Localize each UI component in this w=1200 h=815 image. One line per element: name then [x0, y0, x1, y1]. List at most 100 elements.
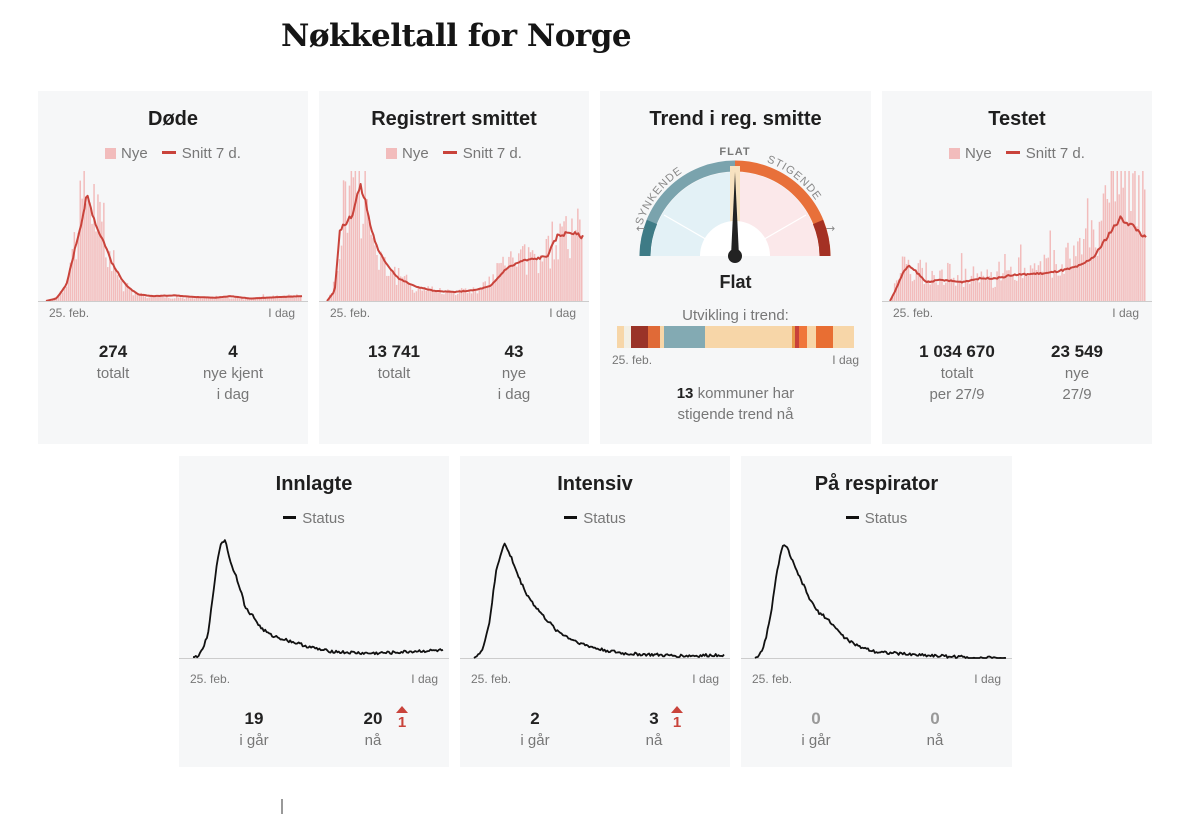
bar: [565, 216, 567, 301]
bar: [474, 289, 477, 301]
bar: [957, 275, 959, 301]
bar: [401, 277, 404, 301]
bar: [390, 268, 392, 301]
bar: [535, 260, 538, 301]
bar: [917, 263, 920, 301]
trend-segment: [806, 326, 817, 348]
bar: [197, 297, 200, 301]
bar: [286, 297, 288, 301]
bar: [516, 266, 518, 301]
bar: [146, 298, 148, 301]
legend-status-label: Status: [302, 510, 345, 527]
bar: [923, 284, 925, 301]
bar: [95, 231, 97, 301]
bar: [282, 296, 284, 301]
avg-line: [326, 183, 584, 302]
bar: [266, 298, 269, 301]
stat-now-value: 20: [363, 709, 383, 728]
bar: [207, 297, 209, 301]
stat-yesterday-value: 2: [530, 709, 540, 728]
stat-total-value: 13 741: [368, 342, 420, 361]
x-axis-end: I dag: [268, 306, 295, 320]
bar: [527, 247, 530, 301]
bar: [1051, 277, 1053, 301]
stat-total: 274 totalt: [58, 342, 168, 383]
stat-total-label-2: per 27/9: [929, 386, 985, 403]
bar: [1067, 242, 1069, 301]
gauge-arc-up-dark: [812, 219, 831, 257]
chart-legend: Nye Snitt 7 d.: [882, 145, 1152, 162]
bar: [970, 275, 973, 301]
bar: [567, 249, 569, 301]
deaths-chart: [38, 171, 308, 302]
bar: [179, 297, 182, 301]
bar: [252, 298, 255, 301]
bar: [518, 253, 520, 301]
trend-history-bar: [617, 326, 854, 348]
bar: [1027, 275, 1030, 301]
bar: [498, 263, 500, 301]
chart-legend: Status: [741, 510, 1012, 527]
bar: [482, 282, 485, 301]
bar: [1031, 268, 1034, 301]
trend-segment: [617, 326, 625, 348]
bar: [529, 252, 532, 301]
bar: [170, 298, 172, 301]
bar: [478, 288, 481, 301]
bar: [166, 296, 168, 301]
bar: [244, 298, 247, 301]
x-axis-start: 25. feb.: [893, 306, 934, 320]
bar: [278, 298, 280, 301]
bar: [933, 275, 935, 301]
bar: [374, 245, 376, 301]
bar: [1021, 278, 1024, 301]
bar: [384, 257, 386, 301]
x-axis-start: 25. feb.: [330, 306, 371, 320]
bar: [120, 281, 123, 301]
stat-total-value: 1 034 670: [919, 342, 995, 361]
bar: [1069, 258, 1071, 301]
bar: [579, 219, 581, 301]
bar: [429, 290, 431, 301]
bar: [109, 251, 111, 301]
bar: [290, 295, 292, 301]
chart-legend: Nye Snitt 7 d.: [319, 145, 589, 162]
bar: [154, 296, 156, 301]
legend-bar-swatch: [949, 148, 961, 159]
bar: [340, 245, 343, 301]
bar: [417, 286, 420, 301]
trend-segment: [631, 326, 648, 348]
bar: [237, 297, 239, 301]
bar: [73, 232, 76, 301]
bar: [549, 268, 551, 301]
bar: [142, 295, 144, 301]
bar: [300, 296, 302, 301]
bar: [541, 261, 544, 301]
card-title: På respirator: [814, 473, 939, 495]
bar: [447, 289, 449, 301]
stat-yesterday: 19 i går: [199, 709, 309, 750]
bar: [413, 292, 416, 301]
bar: [433, 291, 435, 301]
stat-yesterday-label: i går: [239, 732, 269, 749]
bar: [334, 278, 337, 301]
bar: [183, 298, 186, 301]
bar: [1059, 275, 1061, 301]
bar: [362, 223, 364, 301]
bar: [205, 297, 207, 301]
bar: [1118, 194, 1120, 301]
bar: [242, 299, 245, 301]
bar: [555, 245, 557, 301]
x-axis-start: 25. feb.: [612, 353, 653, 367]
bar: [551, 221, 553, 301]
bar: [476, 293, 479, 301]
legend-status-swatch: [564, 516, 578, 519]
bar: [445, 291, 447, 301]
bar: [65, 286, 68, 301]
trend-segment: [832, 326, 854, 348]
bar: [1096, 255, 1099, 301]
bar: [415, 291, 418, 301]
gauge-needle: [731, 172, 739, 256]
bar: [494, 279, 496, 301]
bar: [1106, 199, 1109, 301]
